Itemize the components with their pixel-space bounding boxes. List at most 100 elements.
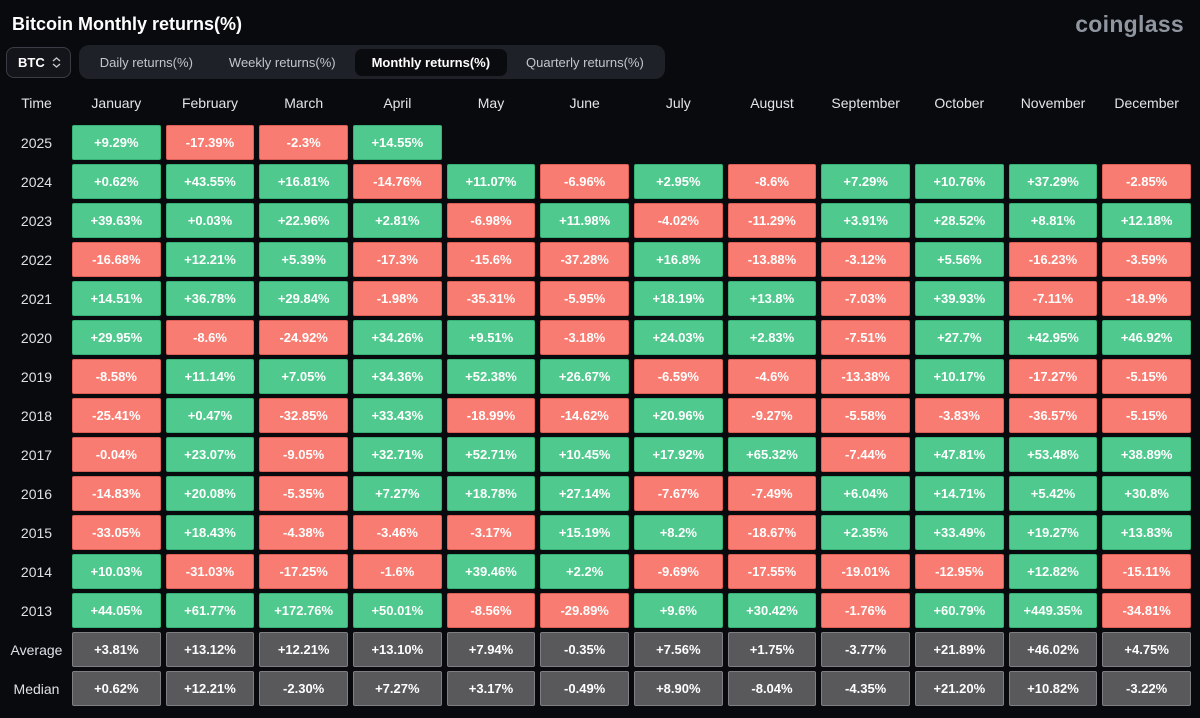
- cell-2022-january: -16.68%: [72, 242, 161, 277]
- cell-2024-december: -2.85%: [1102, 164, 1191, 199]
- row-label-2014: 2014: [20, 563, 53, 580]
- cell-2015-may: -3.17%: [446, 515, 536, 550]
- cell-2021-august: +13.8%: [727, 281, 817, 316]
- cell-2013-july: +9.6%: [633, 593, 723, 628]
- cell-2014-march: -17.25%: [259, 554, 348, 589]
- cell-2019-october: +10.17%: [914, 359, 1004, 394]
- cell-average-february: +13.12%: [165, 632, 255, 667]
- cell-2018-november: -36.57%: [1008, 398, 1098, 433]
- column-header-december: December: [1114, 95, 1179, 111]
- cell-average-june: -0.35%: [540, 632, 629, 667]
- cell-2019-march: +7.05%: [259, 359, 348, 394]
- cell-2019-july: -6.59%: [633, 359, 723, 394]
- column-header-august: August: [750, 95, 794, 111]
- cell-2020-april: +34.26%: [352, 320, 442, 355]
- cell-2013-september: -1.76%: [821, 593, 910, 628]
- cell-2023-october: +28.52%: [914, 203, 1004, 238]
- cell-2019-january: -8.58%: [72, 359, 161, 394]
- cell-2016-january: -14.83%: [72, 476, 161, 511]
- cell-empty: [728, 125, 817, 160]
- cell-2013-january: +44.05%: [72, 593, 161, 628]
- cell-2014-may: +39.46%: [446, 554, 536, 589]
- cell-2022-july: +16.8%: [633, 242, 723, 277]
- cell-median-april: +7.27%: [352, 671, 442, 706]
- cell-2023-september: +3.91%: [821, 203, 910, 238]
- page-header: Bitcoin Monthly returns(%) coinglass: [0, 0, 1200, 42]
- tab-monthly[interactable]: Monthly returns(%): [354, 48, 508, 76]
- cell-2018-march: -32.85%: [259, 398, 348, 433]
- cell-2014-july: -9.69%: [633, 554, 723, 589]
- cell-average-august: +1.75%: [727, 632, 817, 667]
- cell-average-november: +46.02%: [1008, 632, 1098, 667]
- cell-2013-march: +172.76%: [259, 593, 348, 628]
- cell-2023-november: +8.81%: [1008, 203, 1098, 238]
- row-label-average: Average: [10, 641, 63, 658]
- cell-2024-november: +37.29%: [1008, 164, 1098, 199]
- cell-average-january: +3.81%: [72, 632, 161, 667]
- cell-2014-november: +12.82%: [1008, 554, 1098, 589]
- cell-2017-april: +32.71%: [352, 437, 442, 472]
- cell-2024-march: +16.81%: [259, 164, 348, 199]
- cell-2016-may: +18.78%: [446, 476, 536, 511]
- cell-2023-april: +2.81%: [352, 203, 442, 238]
- cell-median-september: -4.35%: [821, 671, 910, 706]
- cell-2017-september: -7.44%: [821, 437, 910, 472]
- cell-2024-february: +43.55%: [165, 164, 255, 199]
- cell-average-october: +21.89%: [914, 632, 1004, 667]
- cell-2019-november: -17.27%: [1008, 359, 1098, 394]
- cell-2013-february: +61.77%: [165, 593, 255, 628]
- cell-2017-october: +47.81%: [914, 437, 1004, 472]
- cell-2019-april: +34.36%: [352, 359, 442, 394]
- cell-2023-december: +12.18%: [1102, 203, 1191, 238]
- cell-2021-july: +18.19%: [633, 281, 723, 316]
- cell-2015-september: +2.35%: [821, 515, 910, 550]
- cell-median-may: +3.17%: [446, 671, 536, 706]
- cell-2016-april: +7.27%: [352, 476, 442, 511]
- row-label-2015: 2015: [20, 524, 53, 541]
- tab-daily[interactable]: Daily returns(%): [99, 54, 193, 70]
- cell-2025-january: +9.29%: [72, 125, 161, 160]
- cell-2015-march: -4.38%: [259, 515, 348, 550]
- cell-2016-october: +14.71%: [914, 476, 1004, 511]
- cell-2024-july: +2.95%: [633, 164, 723, 199]
- cell-2016-september: +6.04%: [821, 476, 910, 511]
- cell-average-may: +7.94%: [446, 632, 536, 667]
- cell-2024-september: +7.29%: [821, 164, 910, 199]
- cell-empty: [447, 125, 536, 160]
- cell-2014-january: +10.03%: [72, 554, 161, 589]
- tab-quarterly[interactable]: Quarterly returns(%): [526, 54, 644, 70]
- cell-median-january: +0.62%: [72, 671, 161, 706]
- cell-median-march: -2.30%: [259, 671, 348, 706]
- cell-2018-october: -3.83%: [914, 398, 1004, 433]
- cell-2017-august: +65.32%: [727, 437, 817, 472]
- cell-2015-january: -33.05%: [72, 515, 161, 550]
- cell-2024-august: -8.6%: [727, 164, 817, 199]
- cell-2016-march: -5.35%: [259, 476, 348, 511]
- row-label-2018: 2018: [20, 407, 53, 424]
- cell-2020-october: +27.7%: [914, 320, 1004, 355]
- cell-2015-april: -3.46%: [352, 515, 442, 550]
- cell-2020-january: +29.95%: [72, 320, 161, 355]
- cell-2022-august: -13.88%: [727, 242, 817, 277]
- returns-table: Time January February March April May June July…: [0, 84, 1200, 706]
- tab-weekly[interactable]: Weekly returns(%): [228, 54, 336, 70]
- cell-2014-february: -31.03%: [165, 554, 255, 589]
- cell-2015-november: +19.27%: [1008, 515, 1098, 550]
- cell-average-september: -3.77%: [821, 632, 910, 667]
- cell-2024-october: +10.76%: [914, 164, 1004, 199]
- cell-2016-june: +27.14%: [540, 476, 629, 511]
- cell-2021-october: +39.93%: [914, 281, 1004, 316]
- cell-2016-february: +20.08%: [165, 476, 255, 511]
- cell-2023-july: -4.02%: [633, 203, 723, 238]
- cell-2023-august: -11.29%: [727, 203, 817, 238]
- cell-2015-december: +13.83%: [1102, 515, 1191, 550]
- row-label-2017: 2017: [20, 446, 53, 463]
- returns-grid: Time January February March April May June July…: [6, 86, 1191, 706]
- symbol-selector[interactable]: BTC: [6, 46, 71, 78]
- updown-chevrons-icon: [52, 56, 61, 68]
- cell-2022-november: -16.23%: [1008, 242, 1098, 277]
- column-header-may: May: [477, 95, 505, 111]
- cell-2020-december: +46.92%: [1102, 320, 1191, 355]
- cell-2015-june: +15.19%: [540, 515, 629, 550]
- cell-2014-october: -12.95%: [914, 554, 1004, 589]
